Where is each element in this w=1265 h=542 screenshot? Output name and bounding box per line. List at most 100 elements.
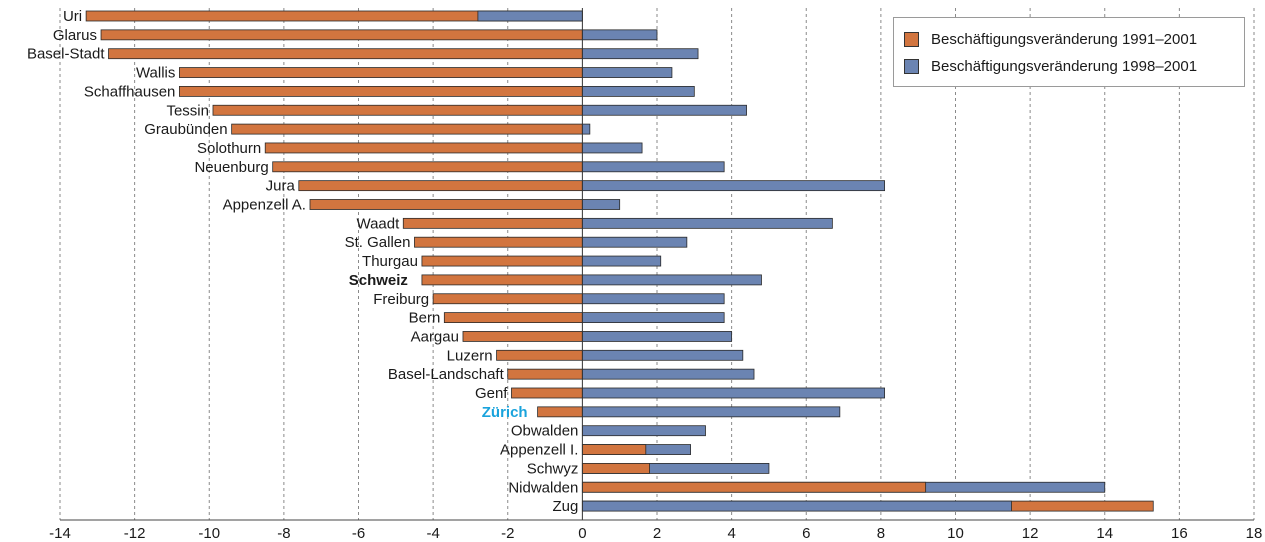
x-tick-label: -12 [124, 525, 146, 542]
legend-item-series-1: Beschäftigungsveränderung 1991–2001 [904, 26, 1234, 53]
bar-series-2 [581, 199, 621, 210]
x-tick-label: -8 [277, 525, 290, 542]
legend-item-series-2: Beschäftigungsveränderung 1998–2001 [904, 53, 1234, 80]
category-label: Solothurn [197, 140, 261, 157]
bar-series-1 [432, 293, 583, 305]
category-label: Zürich [482, 404, 528, 421]
bar-series-1 [298, 180, 583, 192]
bar-series-1 [507, 368, 583, 380]
x-tick-labels: -14 -12 -10 -8 -6 -4 -2 0 2 4 6 8 10 12 14 16 18 [49, 525, 1262, 542]
category-label: Graubünden [144, 121, 227, 138]
category-label: Wallis [136, 65, 175, 82]
category-label: Basel-Stadt [27, 46, 105, 63]
bar-series-2 [581, 180, 886, 192]
x-tick-label: 14 [1096, 525, 1113, 542]
x-tick-label: 16 [1171, 525, 1188, 542]
category-label: Thurgau [362, 253, 418, 270]
category-label: Uri [63, 8, 82, 25]
x-tick-label: 6 [802, 525, 810, 542]
bar-series-1 [421, 255, 583, 267]
category-label: Bern [409, 310, 441, 327]
bar-series-1 [581, 462, 650, 474]
legend-swatch-series-1 [904, 32, 919, 47]
bar-series-2 [581, 142, 643, 154]
bar-series-2 [581, 217, 833, 229]
category-label: Nidwalden [508, 479, 578, 496]
bar-series-1 [309, 199, 583, 210]
bar-series-1 [231, 123, 583, 135]
bar-series-2 [581, 161, 725, 173]
bar-series-2 [581, 387, 886, 399]
bar-series-1 [414, 236, 583, 248]
x-tick-label: -4 [426, 525, 439, 542]
bar-series-2 [581, 425, 706, 437]
category-label: Genf [475, 385, 508, 402]
bar-series-2 [581, 48, 699, 60]
legend-swatch-series-2 [904, 59, 919, 74]
bar-series-1 [178, 67, 583, 78]
x-tick-label: 18 [1246, 525, 1263, 542]
bar-series-2 [581, 104, 747, 116]
bar-series-2 [581, 236, 688, 248]
bar-series-2 [581, 349, 744, 361]
bar-series-1 [496, 349, 583, 361]
x-tick-label: 12 [1022, 525, 1039, 542]
bar-series-2 [581, 406, 841, 418]
bar-series-1 [212, 104, 583, 116]
bar-series-2 [581, 29, 658, 41]
bar-series-1 [108, 48, 583, 60]
legend-label-series-1: Beschäftigungsveränderung 1991–2001 [931, 31, 1198, 48]
bar-series-1 [511, 387, 583, 399]
bar-series-1 [443, 312, 583, 324]
bar-series-1 [264, 142, 583, 154]
bar-series-2 [581, 255, 662, 267]
category-label: Schweiz [349, 272, 408, 289]
bar-series-1 [537, 406, 583, 418]
bar-series-1 [402, 217, 583, 229]
x-tick-label: 2 [653, 525, 661, 542]
x-tick-label: -6 [352, 525, 365, 542]
category-label: Glarus [53, 27, 97, 44]
bar-series-1 [178, 86, 583, 97]
category-label: Basel-Landschaft [388, 366, 505, 383]
x-tick-label: -2 [501, 525, 514, 542]
bar-series-2 [581, 67, 673, 78]
x-tick-label: 4 [727, 525, 735, 542]
bar-series-1 [462, 331, 583, 342]
category-label: Neuenburg [194, 159, 268, 176]
category-label: Appenzell A. [223, 197, 306, 214]
category-label: St. Gallen [345, 234, 411, 251]
bar-series-2 [581, 86, 695, 97]
bar-series-1 [581, 481, 927, 493]
bar-series-1 [272, 161, 583, 173]
x-tick-label: 8 [877, 525, 885, 542]
bar-series-1 [100, 29, 583, 41]
category-label: Jura [266, 178, 296, 195]
bar-series-2 [477, 10, 583, 22]
category-label: Appenzell I. [500, 442, 578, 459]
category-label: Obwalden [511, 423, 579, 440]
category-label: Luzern [447, 347, 493, 364]
legend: Beschäftigungsveränderung 1991–2001 Besc… [893, 17, 1245, 87]
category-label: Schwyz [527, 460, 579, 477]
category-label: Freiburg [373, 291, 429, 308]
category-label: Tessin [166, 102, 209, 119]
legend-label-series-2: Beschäftigungsveränderung 1998–2001 [931, 58, 1198, 75]
bar-series-2 [581, 123, 591, 135]
category-label: Aargau [411, 328, 459, 345]
bar-series-1 [421, 274, 583, 286]
bar-series-2 [581, 500, 1012, 512]
axis-layer [60, 8, 1254, 521]
category-label: Waadt [356, 215, 400, 232]
x-tick-label: -10 [198, 525, 220, 542]
bar-series-2 [581, 312, 725, 324]
bar-series-2 [581, 331, 733, 342]
bar-series-2 [581, 293, 725, 305]
category-label: Zug [553, 498, 579, 515]
category-label: Schaffhausen [84, 83, 175, 100]
x-tick-label: 10 [947, 525, 964, 542]
bar-series-2 [581, 368, 755, 380]
x-tick-label: -14 [49, 525, 71, 542]
